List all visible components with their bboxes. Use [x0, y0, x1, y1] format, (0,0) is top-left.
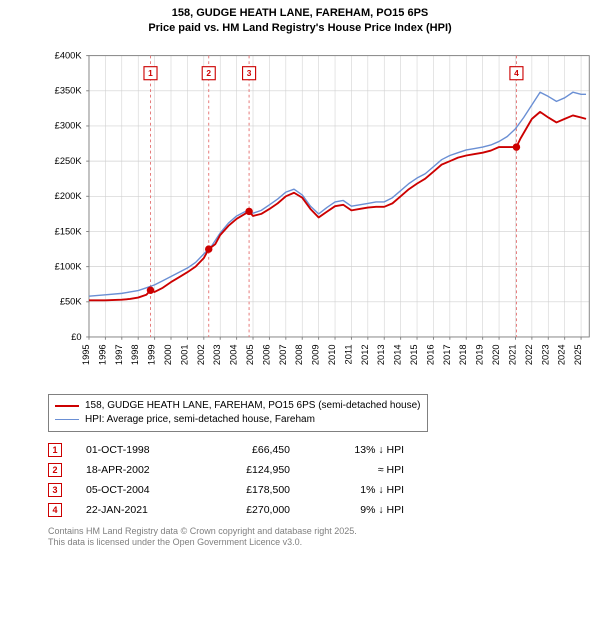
svg-text:2010: 2010	[327, 344, 337, 365]
svg-text:2003: 2003	[212, 344, 222, 365]
svg-text:2004: 2004	[229, 344, 239, 365]
sale-relative-hpi: 9% ↓ HPI	[314, 504, 404, 516]
svg-text:2001: 2001	[179, 344, 189, 365]
legend-row-hpi: HPI: Average price, semi-detached house,…	[55, 413, 421, 427]
chart-titles: 158, GUDGE HEATH LANE, FAREHAM, PO15 6PS…	[10, 6, 590, 36]
svg-text:1999: 1999	[147, 344, 157, 365]
sale-relative-hpi: ≈ HPI	[314, 464, 404, 476]
sale-date: 18-APR-2002	[86, 464, 186, 476]
legend-swatch-price-paid	[55, 405, 79, 407]
svg-text:£350K: £350K	[55, 85, 83, 95]
svg-text:1998: 1998	[130, 344, 140, 365]
price-chart: £0 £50K £100K £150K £200K £250K £300K £350K £400…	[48, 40, 582, 388]
svg-text:2017: 2017	[442, 344, 452, 365]
svg-text:2022: 2022	[524, 344, 534, 365]
svg-text:£50K: £50K	[60, 296, 83, 306]
title-line1: 158, GUDGE HEATH LANE, FAREHAM, PO15 6PS	[10, 6, 590, 21]
svg-text:2011: 2011	[343, 344, 353, 364]
footnote-line2: This data is licensed under the Open Gov…	[48, 537, 590, 549]
svg-text:2006: 2006	[261, 344, 271, 365]
svg-text:2009: 2009	[311, 344, 321, 365]
sale-marker-4: 4	[48, 503, 62, 517]
sale-price: £124,950	[210, 464, 290, 476]
footnote: Contains HM Land Registry data © Crown c…	[48, 526, 590, 549]
svg-text:2008: 2008	[294, 344, 304, 365]
sale-price: £66,450	[210, 444, 290, 456]
legend: 158, GUDGE HEATH LANE, FAREHAM, PO15 6PS…	[48, 394, 428, 432]
svg-text:2013: 2013	[376, 344, 386, 365]
legend-swatch-hpi	[55, 419, 79, 421]
svg-text:2023: 2023	[540, 344, 550, 365]
svg-text:2015: 2015	[409, 344, 419, 365]
sale-marker-3: 3	[48, 483, 62, 497]
footnote-line1: Contains HM Land Registry data © Crown c…	[48, 526, 590, 538]
legend-label-hpi: HPI: Average price, semi-detached house,…	[85, 413, 315, 427]
svg-text:1995: 1995	[81, 344, 91, 365]
svg-text:1996: 1996	[97, 344, 107, 365]
sales-table: 1 01-OCT-1998 £66,450 13% ↓ HPI 2 18-APR-2002…	[48, 440, 590, 520]
sale-date: 22-JAN-2021	[86, 504, 186, 516]
legend-label-price-paid: 158, GUDGE HEATH LANE, FAREHAM, PO15 6PS…	[85, 399, 421, 413]
svg-text:£400K: £400K	[55, 50, 83, 60]
svg-text:1997: 1997	[114, 344, 124, 365]
sale-marker-2: 2	[48, 463, 62, 477]
svg-text:2007: 2007	[278, 344, 288, 365]
svg-text:2021: 2021	[507, 344, 517, 365]
title-line2: Price paid vs. HM Land Registry's House …	[10, 21, 590, 36]
svg-text:2019: 2019	[475, 344, 485, 365]
legend-row-price-paid: 158, GUDGE HEATH LANE, FAREHAM, PO15 6PS…	[55, 399, 421, 413]
svg-text:£0: £0	[71, 331, 81, 341]
svg-text:2000: 2000	[163, 344, 173, 365]
sale-marker-1: 1	[48, 443, 62, 457]
svg-text:2002: 2002	[196, 344, 206, 365]
sale-price: £270,000	[210, 504, 290, 516]
svg-text:£100K: £100K	[55, 261, 83, 271]
svg-text:2016: 2016	[425, 344, 435, 365]
sale-date: 05-OCT-2004	[86, 484, 186, 496]
table-row: 2 18-APR-2002 £124,950 ≈ HPI	[48, 460, 590, 480]
svg-text:3: 3	[247, 68, 252, 78]
svg-text:1: 1	[148, 68, 153, 78]
svg-text:2005: 2005	[245, 344, 255, 365]
svg-text:2014: 2014	[393, 344, 403, 365]
svg-text:2: 2	[206, 68, 211, 78]
svg-text:2024: 2024	[557, 344, 567, 365]
svg-text:£300K: £300K	[55, 120, 83, 130]
table-row: 4 22-JAN-2021 £270,000 9% ↓ HPI	[48, 500, 590, 520]
sale-relative-hpi: 1% ↓ HPI	[314, 484, 404, 496]
sale-price: £178,500	[210, 484, 290, 496]
sale-date: 01-OCT-1998	[86, 444, 186, 456]
table-row: 3 05-OCT-2004 £178,500 1% ↓ HPI	[48, 480, 590, 500]
svg-text:4: 4	[514, 68, 519, 78]
table-row: 1 01-OCT-1998 £66,450 13% ↓ HPI	[48, 440, 590, 460]
svg-text:£250K: £250K	[55, 156, 83, 166]
svg-text:£150K: £150K	[55, 226, 83, 236]
svg-text:2020: 2020	[491, 344, 501, 365]
svg-text:£200K: £200K	[55, 191, 83, 201]
svg-text:2018: 2018	[458, 344, 468, 365]
svg-text:2025: 2025	[573, 344, 583, 365]
svg-text:2012: 2012	[360, 344, 370, 365]
sale-relative-hpi: 13% ↓ HPI	[314, 444, 404, 456]
